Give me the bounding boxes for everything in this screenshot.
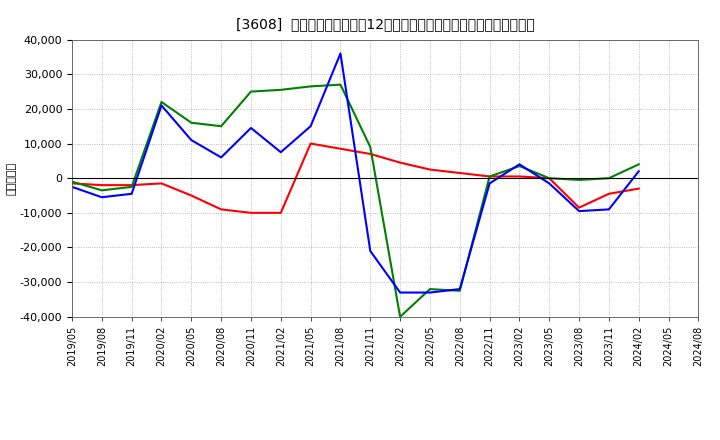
フリーCF bbox=[456, 286, 464, 292]
フリーCF bbox=[634, 169, 643, 174]
フリーCF bbox=[187, 137, 196, 143]
Y-axis label: （百万円）: （百万円） bbox=[7, 161, 17, 195]
営業CF bbox=[127, 183, 136, 188]
投賄CF bbox=[97, 188, 106, 193]
フリーCF bbox=[545, 181, 554, 186]
投賄CF bbox=[68, 179, 76, 184]
営業CF bbox=[97, 183, 106, 188]
投賄CF bbox=[127, 184, 136, 190]
フリーCF bbox=[575, 209, 583, 214]
Line: 営業CF: 営業CF bbox=[72, 143, 639, 213]
営業CF bbox=[247, 210, 256, 216]
フリーCF bbox=[366, 248, 374, 253]
投賄CF bbox=[575, 177, 583, 183]
営業CF bbox=[426, 167, 434, 172]
投賄CF bbox=[366, 144, 374, 150]
営業CF bbox=[157, 181, 166, 186]
営業CF bbox=[545, 176, 554, 181]
フリーCF bbox=[515, 161, 523, 167]
Line: フリーCF: フリーCF bbox=[72, 53, 639, 293]
投賄CF bbox=[485, 174, 494, 179]
営業CF bbox=[605, 191, 613, 196]
フリーCF bbox=[336, 51, 345, 56]
営業CF bbox=[485, 174, 494, 179]
Title: [3608]  キャッシュフローの12か月移動合計の対前年同期増減額の推移: [3608] キャッシュフローの12か月移動合計の対前年同期増減額の推移 bbox=[236, 18, 534, 32]
営業CF bbox=[68, 181, 76, 186]
営業CF bbox=[575, 205, 583, 210]
営業CF bbox=[276, 210, 285, 216]
フリーCF bbox=[276, 150, 285, 155]
投賄CF bbox=[217, 124, 225, 129]
フリーCF bbox=[97, 194, 106, 200]
フリーCF bbox=[396, 290, 405, 295]
投賄CF bbox=[545, 176, 554, 181]
営業CF bbox=[456, 170, 464, 176]
フリーCF bbox=[247, 125, 256, 131]
投賄CF bbox=[187, 120, 196, 125]
営業CF bbox=[187, 193, 196, 198]
フリーCF bbox=[68, 184, 76, 190]
営業CF bbox=[396, 160, 405, 165]
投賄CF bbox=[157, 99, 166, 105]
投賄CF bbox=[306, 84, 315, 89]
投賄CF bbox=[396, 314, 405, 319]
Line: 投賄CF: 投賄CF bbox=[72, 84, 639, 317]
投賄CF bbox=[456, 288, 464, 293]
投賄CF bbox=[515, 163, 523, 169]
フリーCF bbox=[426, 290, 434, 295]
投賄CF bbox=[605, 176, 613, 181]
フリーCF bbox=[605, 207, 613, 212]
フリーCF bbox=[306, 124, 315, 129]
投賄CF bbox=[426, 286, 434, 292]
投賄CF bbox=[247, 89, 256, 94]
フリーCF bbox=[127, 191, 136, 196]
投賄CF bbox=[276, 87, 285, 92]
営業CF bbox=[366, 151, 374, 157]
フリーCF bbox=[217, 155, 225, 160]
営業CF bbox=[515, 174, 523, 179]
投賄CF bbox=[336, 82, 345, 87]
フリーCF bbox=[157, 103, 166, 108]
営業CF bbox=[217, 207, 225, 212]
フリーCF bbox=[485, 181, 494, 186]
営業CF bbox=[306, 141, 315, 146]
投賄CF bbox=[634, 161, 643, 167]
営業CF bbox=[336, 146, 345, 151]
営業CF bbox=[634, 186, 643, 191]
